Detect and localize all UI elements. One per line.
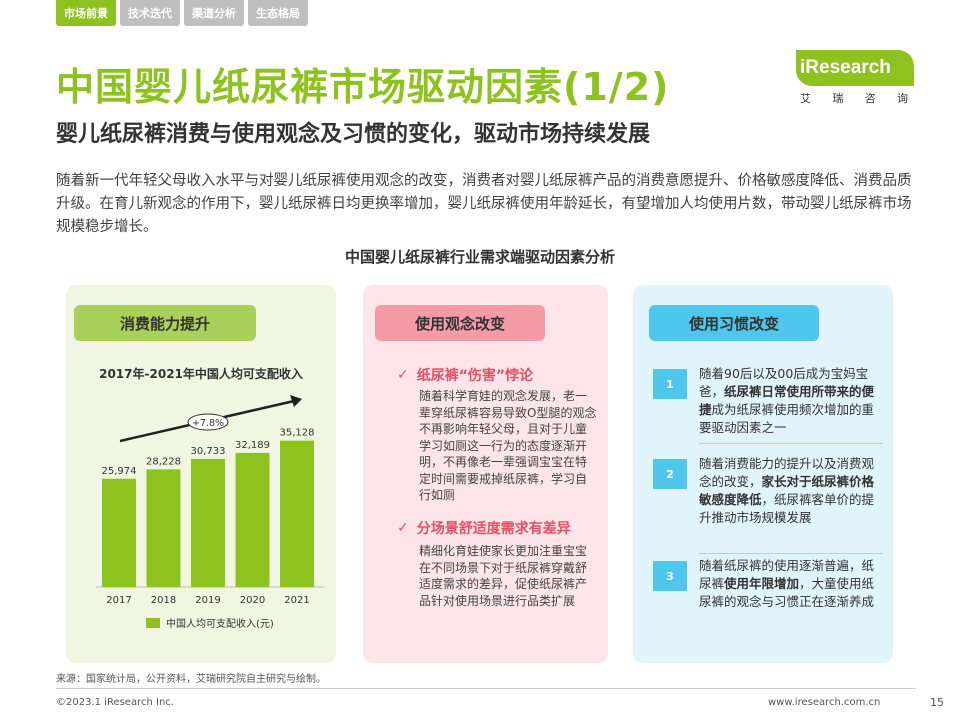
bar (146, 469, 181, 587)
bar (235, 452, 270, 587)
check-icon: ✓ (397, 520, 409, 536)
chart-title: 2017年-2021年中国人均可支配收入 (99, 367, 303, 381)
bar-value-label: 30,733 (191, 446, 226, 457)
step-text-bold: 使用年限增加 (724, 576, 800, 591)
step-text-post: ，纸尿裤客单价的提升推动市场规模发展 (699, 492, 875, 525)
step-text: 随着纸尿裤的使用逐渐普遍，纸尿裤使用年限增加，大童使用纸尿裤的观念与习惯正在逐渐… (699, 557, 883, 611)
step-divider (699, 443, 883, 444)
check-icon: ✓ (397, 367, 409, 383)
page-subtitle: 婴儿纸尿裤消费与使用观念及习惯的变化，驱动市场持续发展 (56, 122, 651, 147)
bar-value-label: 32,189 (235, 440, 270, 451)
habit-panel: 使用习惯改变 1 随着90后以及00后成为宝妈宝爸，纸尿裤日常使用所带来的便捷成… (633, 285, 893, 663)
concept-item-text: 精细化育娃使家长更加注重宝宝在不同场景下对于纸尿裤穿戴舒适度需求的差异，促使纸尿… (419, 544, 588, 608)
step-text-pre: 随着90后以及00后成为宝妈宝爸， (699, 366, 869, 399)
website-link[interactable]: www.iresearch.com.cn (768, 697, 881, 708)
legend-swatch (146, 617, 160, 628)
page-title: 中国婴儿纸尿裤市场驱动因素(1/2) (56, 65, 670, 109)
step-text-bold: 纸尿裤日常使用所带来的便捷 (699, 384, 875, 417)
top-tabs: 市场前景 技术迭代 渠道分析 生态格局 (56, 0, 308, 26)
logo-cn: 艾 瑞 咨 询 (796, 90, 914, 106)
habit-panel-title: 使用习惯改变 (649, 305, 819, 341)
logo-char: 艾 (800, 92, 813, 105)
x-tick-label: 2018 (151, 595, 176, 606)
concept-item-title: ✓ 纸尿裤“伤害”悖论 (397, 365, 533, 385)
concept-panel: 使用观念改变 ✓ 纸尿裤“伤害”悖论 随着科学育娃的观念发展，老一辈穿纸尿裤容易… (363, 285, 608, 663)
bar-value-label: 25,974 (102, 466, 137, 477)
concept-panel-title: 使用观念改变 (375, 305, 545, 341)
chart-legend: 中国人均可支配收入(元) (146, 615, 274, 630)
logo-char: 咨 (864, 92, 878, 105)
intro-paragraph: 随着新一代年轻父母收入水平与对婴儿纸尿裤使用观念的改变，消费者对婴儿纸尿裤产品的… (56, 173, 912, 235)
bar-value-label: 28,228 (146, 456, 181, 467)
bar-value-label: 35,128 (280, 428, 315, 439)
concept-item-text: 随着科学育娃的观念发展，老一辈穿纸尿裤容易导致O型腿的观念不再影响年轻父母，且对… (419, 389, 597, 502)
step-number: 1 (653, 369, 687, 399)
concept-item-title: ✓ 分场景舒适度需求有差异 (397, 518, 571, 538)
step-divider (699, 553, 883, 554)
step-number: 2 (653, 459, 687, 489)
iresearch-logo: iResearch 艾 瑞 咨 询 (796, 50, 914, 106)
growth-annotation: +7.8% (192, 418, 224, 429)
consumption-panel: 消费能力提升 2017年-2021年中国人均可支配收入 25,974 2017 28… (66, 285, 336, 663)
concept-item-title-text: 分场景舒适度需求有差异 (416, 521, 571, 537)
step-text: 随着90后以及00后成为宝妈宝爸，纸尿裤日常使用所带来的便捷成为纸尿裤使用频次增… (699, 365, 883, 437)
page-number: 15 (930, 696, 944, 709)
step-text-pre: 随着消费能力的提升以及消费观念的改变， (699, 456, 875, 489)
x-tick-label: 2017 (106, 595, 131, 606)
concept-item-title-text: 纸尿裤“伤害”悖论 (416, 368, 534, 384)
step-text: 随着消费能力的提升以及消费观念的改变，家长对于纸尿裤价格敏感度降低，纸尿裤客单价… (699, 455, 883, 527)
copyright: ©2023.1 iResearch Inc. (56, 697, 174, 708)
tab-ecosystem[interactable]: 生态格局 (248, 0, 308, 26)
income-bar-chart: 25,974 2017 28,228 2018 30,733 2019 32,189 2020… (96, 395, 325, 606)
step-text-pre: 随着纸尿裤的使用逐渐普遍，纸尿裤 (699, 558, 875, 591)
footer-divider (56, 688, 916, 689)
growth-badge (187, 413, 229, 431)
section-title: 中国婴儿纸尿裤行业需求端驱动因素分析 (344, 248, 615, 266)
bar (191, 458, 225, 587)
x-tick-label: 2021 (284, 595, 309, 606)
legend-label: 中国人均可支配收入(元) (166, 619, 274, 630)
x-tick-label: 2019 (195, 595, 220, 606)
tab-channel-analysis[interactable]: 渠道分析 (184, 0, 244, 26)
logo-char: 询 (896, 92, 910, 105)
logo-char: 瑞 (832, 92, 846, 105)
step-number: 3 (653, 561, 687, 591)
source-note: 来源：国家统计局，公开资料，艾瑞研究院自主研究与绘制。 (56, 674, 326, 685)
bar (280, 440, 314, 587)
consumption-panel-title: 消费能力提升 (74, 305, 256, 341)
logo-mark: iResearch (796, 50, 914, 86)
tab-market-outlook[interactable]: 市场前景 (56, 0, 116, 26)
tab-tech-iteration[interactable]: 技术迭代 (120, 0, 180, 26)
step-text-post: 成为纸尿裤使用频次增加的重要驱动因素之一 (699, 402, 875, 435)
step-text-bold: 家长对于纸尿裤价格敏感度降低 (699, 474, 875, 507)
x-tick-label: 2020 (240, 595, 265, 606)
logo-text: iResearch (800, 57, 891, 78)
trend-arrow-head (290, 395, 302, 407)
bar (102, 478, 136, 587)
step-text-post: ，大童使用纸尿裤的观念与习惯正在逐渐养成 (699, 576, 875, 609)
